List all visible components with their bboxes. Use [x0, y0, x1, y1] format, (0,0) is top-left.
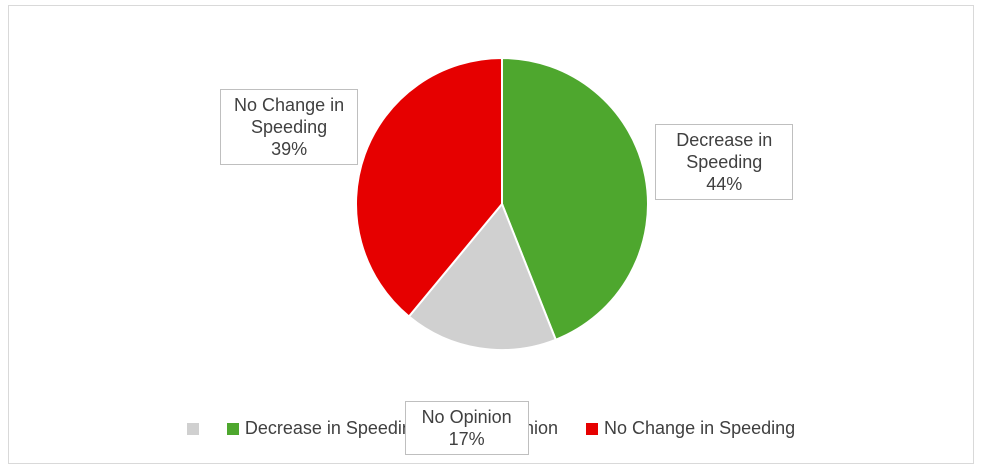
- data-label-name: Decrease in Speeding: [676, 129, 773, 172]
- legend-item: No Change in Speeding: [586, 418, 795, 439]
- legend-label: Decrease in Speeding: [244, 418, 422, 438]
- legend-item: [186, 418, 199, 439]
- legend-item: Decrease in Speeding: [226, 418, 422, 439]
- chart-frame: [8, 5, 974, 464]
- legend-swatch: [586, 422, 599, 435]
- data-label-name: No Change in Speeding: [234, 95, 345, 138]
- legend-swatch: [186, 422, 199, 435]
- data-label-name: No Opinion: [421, 406, 512, 427]
- data-label-value: 44%: [706, 173, 743, 194]
- data-label: No Opinion 17%: [404, 400, 529, 455]
- data-label: Decrease in Speeding 44%: [655, 123, 794, 200]
- data-label-value: 17%: [448, 428, 485, 449]
- legend-label: No Change in Speeding: [604, 418, 796, 438]
- data-label-value: 39%: [271, 139, 308, 160]
- pie-slice: [407, 202, 558, 351]
- pie-slice: [355, 56, 503, 318]
- pie-slice: [501, 56, 649, 342]
- legend-swatch: [226, 422, 239, 435]
- data-label: No Change in Speeding 39%: [220, 89, 359, 166]
